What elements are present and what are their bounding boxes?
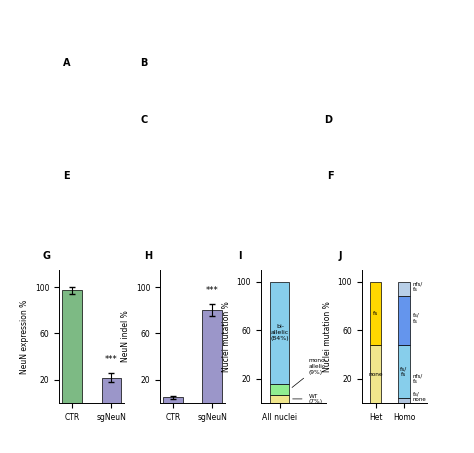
Text: nfs/
fs: nfs/ fs [412,281,423,292]
Bar [270,282,290,384]
Text: fs/
fs: fs/ fs [412,313,419,323]
Text: ***: *** [105,355,118,364]
Text: B: B [140,58,147,68]
Text: bi-
allelic
(84%): bi- allelic (84%) [271,324,289,341]
Text: H: H [144,251,152,261]
Text: E: E [63,171,70,181]
Text: none: none [368,371,383,376]
Bar [270,395,290,403]
Bar [398,398,410,403]
Bar [163,397,182,403]
Bar [101,378,121,403]
Text: WT
(7%): WT (7%) [309,394,323,405]
Text: D: D [324,115,332,125]
Y-axis label: NeuN indel %: NeuN indel % [121,310,130,362]
Text: I: I [238,251,242,261]
Text: C: C [140,115,147,125]
Text: ***: *** [206,286,219,295]
Text: J: J [339,251,342,261]
Y-axis label: NeuN expression %: NeuN expression % [20,299,29,374]
Y-axis label: Nuclei mutation %: Nuclei mutation % [222,301,231,372]
Text: F: F [328,171,334,181]
Bar [398,282,410,296]
Text: nfs/
fs: nfs/ fs [412,373,423,384]
Text: fs: fs [373,311,378,316]
Text: fs/
fs: fs/ fs [401,366,408,377]
Bar [202,310,222,403]
Bar [398,345,410,398]
Bar [62,290,82,403]
Text: G: G [43,251,51,261]
Y-axis label: Nuclei mutation %: Nuclei mutation % [323,301,332,372]
Text: A: A [63,58,71,68]
Bar [270,384,290,395]
Text: mono-
allelic
(9%): mono- allelic (9%) [292,358,328,387]
Bar [370,345,382,403]
Bar [398,296,410,345]
Bar [370,282,382,345]
Text: fs/
none: fs/ none [412,392,426,403]
